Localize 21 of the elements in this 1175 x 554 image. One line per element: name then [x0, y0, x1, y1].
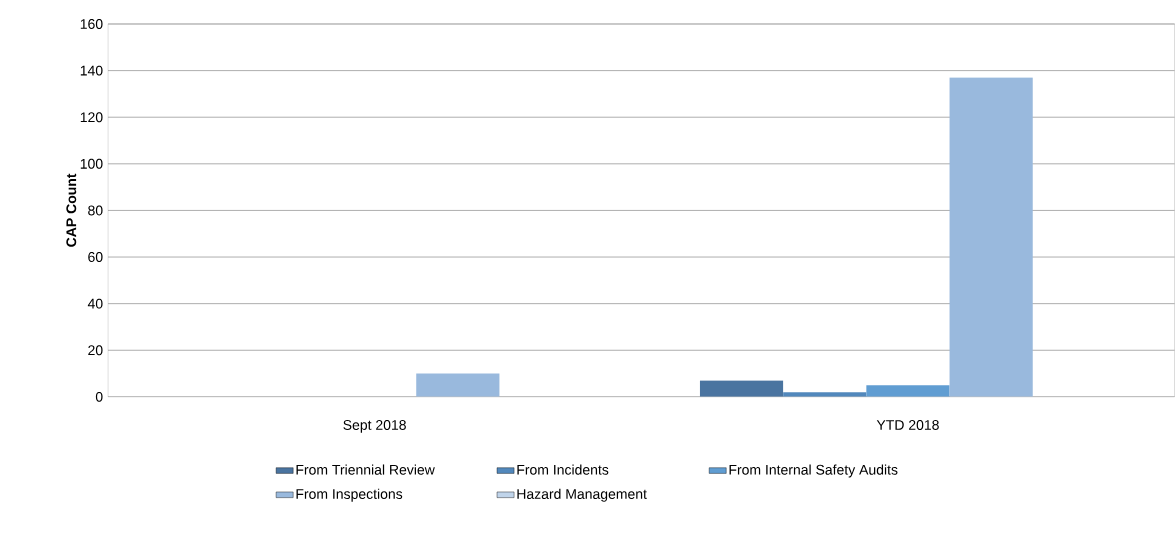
y-tick-label: 100	[80, 158, 103, 169]
y-tick-label: 0	[95, 391, 103, 402]
y-tick-label: 40	[87, 298, 103, 309]
legend-label: From Internal Safety Audits	[729, 464, 898, 478]
bar	[866, 385, 950, 397]
legend-label: From Inspections	[296, 488, 403, 502]
y-tick-label: 60	[88, 252, 103, 263]
bar	[949, 77, 1033, 397]
x-tick-label: YTD 2018	[876, 420, 939, 430]
y-tick-label: 160	[80, 19, 103, 30]
legend-label: Hazard Management	[517, 488, 647, 502]
x-tick-label: Sept 2018	[343, 420, 406, 433]
y-tick-label: 80	[88, 205, 103, 216]
y-tick-label: 120	[80, 112, 103, 123]
legend-label: From Incidents	[517, 464, 609, 475]
bar	[699, 380, 784, 397]
legend-label: From Triennial Review	[296, 464, 435, 475]
bar	[416, 373, 500, 397]
y-tick-label: 140	[80, 65, 103, 76]
y-tick-label: 20	[88, 345, 103, 356]
y-axis-title: CAP Count	[66, 173, 77, 247]
